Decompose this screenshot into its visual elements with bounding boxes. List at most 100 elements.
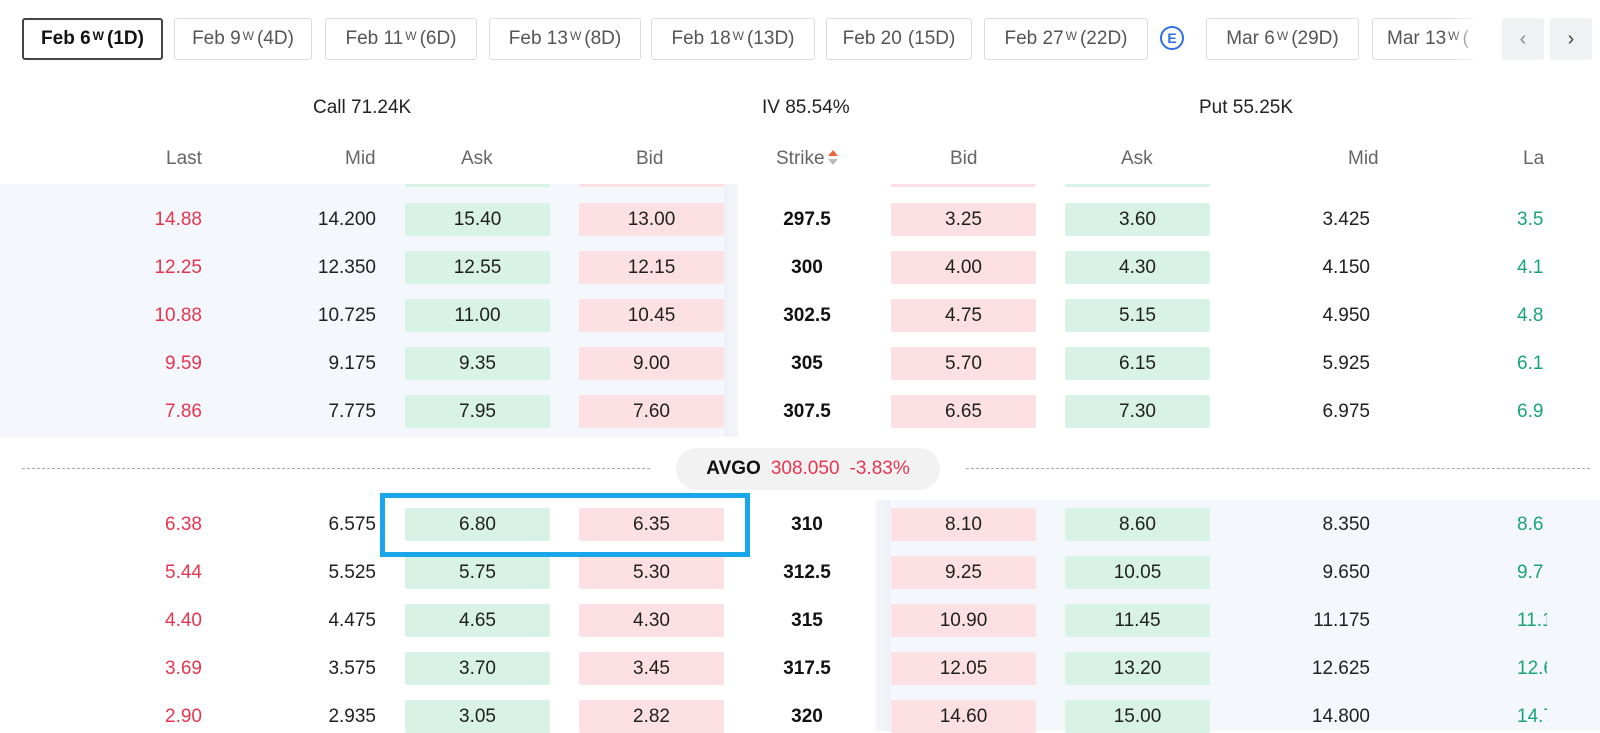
call-ask-cell[interactable]: 5.75 — [405, 556, 550, 589]
put-mid-cell[interactable]: 4.950 — [1322, 305, 1370, 326]
call-ask-cell[interactable]: 3.70 — [405, 652, 550, 685]
put-mid-cell[interactable]: 14.800 — [1311, 706, 1370, 727]
call-bid-cell[interactable]: 7.60 — [579, 395, 724, 428]
call-mid-cell[interactable]: 10.725 — [317, 305, 376, 326]
put-bid-cell[interactable]: 4.75 — [891, 299, 1036, 332]
call-bid-cell[interactable]: 13.00 — [579, 203, 724, 236]
call-mid-cell[interactable]: 14.200 — [317, 209, 376, 230]
col-call-mid[interactable]: Mid — [345, 148, 376, 169]
call-bid-cell[interactable]: 5.30 — [579, 556, 724, 589]
put-mid-cell[interactable]: 6.975 — [1322, 401, 1370, 422]
put-mid-cell[interactable]: 3.425 — [1322, 209, 1370, 230]
call-bid-cell[interactable]: 9.00 — [579, 347, 724, 380]
put-ask-cell[interactable]: 13.20 — [1065, 652, 1210, 685]
put-ask-cell[interactable]: 7.30 — [1065, 395, 1210, 428]
call-mid-cell[interactable]: 9.175 — [328, 353, 376, 374]
call-last-cell[interactable]: 3.69 — [165, 658, 202, 679]
call-last-cell[interactable]: 6.38 — [165, 514, 202, 535]
put-mid-cell[interactable]: 4.150 — [1322, 257, 1370, 278]
put-mid-cell[interactable]: 12.625 — [1311, 658, 1370, 679]
put-mid-cell[interactable]: 5.925 — [1322, 353, 1370, 374]
put-last-cell[interactable]: 11.1 — [1517, 610, 1547, 631]
expiry-tab[interactable]: Feb 18 W (13D) — [651, 18, 815, 60]
call-ask-cell[interactable]: 7.95 — [405, 395, 550, 428]
call-ask-cell[interactable]: 4.65 — [405, 604, 550, 637]
put-last-cell[interactable]: 14.7 — [1517, 706, 1547, 727]
earnings-icon[interactable]: E — [1160, 26, 1184, 50]
call-bid-cell[interactable]: 2.82 — [579, 700, 724, 733]
prev-expiry-button[interactable]: ‹ — [1502, 18, 1544, 60]
expiry-tab[interactable]: Feb 6 W (1D) — [22, 18, 163, 60]
put-last-cell[interactable]: 8.6 — [1517, 514, 1544, 535]
call-last-cell[interactable]: 2.90 — [165, 706, 202, 727]
put-bid-cell[interactable]: 6.65 — [891, 395, 1036, 428]
expiry-tab[interactable]: Feb 11 W (6D) — [325, 18, 477, 60]
call-mid-cell[interactable]: 3.575 — [328, 658, 376, 679]
put-ask-cell[interactable]: 8.60 — [1065, 508, 1210, 541]
call-bid-cell[interactable]: 12.15 — [579, 251, 724, 284]
put-bid-cell[interactable]: 3.25 — [891, 203, 1036, 236]
put-last-cell[interactable]: 12.6 — [1517, 658, 1547, 679]
col-strike[interactable]: Strike — [776, 148, 838, 170]
put-bid-cell[interactable]: 9.25 — [891, 556, 1036, 589]
put-bid-cell[interactable]: 8.10 — [891, 508, 1036, 541]
col-put-bid[interactable]: Bid — [950, 148, 978, 169]
call-bid-cell[interactable]: 6.35 — [579, 508, 724, 541]
expiry-tab[interactable]: Mar 6 W (29D) — [1206, 18, 1359, 60]
call-last-cell[interactable]: 10.88 — [154, 305, 202, 326]
put-mid-cell[interactable]: 11.175 — [1313, 610, 1370, 631]
put-mid-cell[interactable]: 9.650 — [1322, 562, 1370, 583]
call-mid-cell[interactable]: 2.935 — [328, 706, 376, 727]
call-bid-cell[interactable]: 3.45 — [579, 652, 724, 685]
expiry-tab[interactable]: Mar 13 W( — [1372, 18, 1478, 60]
expiry-tab[interactable]: Feb 9 W (4D) — [174, 18, 312, 60]
put-bid-cell[interactable]: 4.00 — [891, 251, 1036, 284]
put-last-cell[interactable]: 6.9 — [1517, 401, 1544, 422]
next-expiry-button[interactable]: › — [1550, 18, 1592, 60]
call-ask-cell[interactable]: 12.55 — [405, 251, 550, 284]
call-mid-cell[interactable]: 5.525 — [328, 562, 376, 583]
call-mid-cell[interactable]: 4.475 — [328, 610, 376, 631]
put-ask-cell[interactable]: 10.05 — [1065, 556, 1210, 589]
put-bid-cell[interactable]: 14.60 — [891, 700, 1036, 733]
call-last-cell[interactable]: 14.88 — [154, 209, 202, 230]
put-ask-cell[interactable]: 15.00 — [1065, 700, 1210, 733]
put-ask-cell[interactable]: 6.15 — [1065, 347, 1210, 380]
expiry-tab[interactable]: Feb 13 W (8D) — [489, 18, 641, 60]
call-ask-cell[interactable]: 15.40 — [405, 203, 550, 236]
call-ask-cell[interactable]: 6.80 — [405, 508, 550, 541]
put-bid-cell[interactable]: 12.05 — [891, 652, 1036, 685]
expiry-tab[interactable]: Feb 27 W (22D) — [984, 18, 1148, 60]
col-put-ask[interactable]: Ask — [1121, 148, 1153, 169]
sort-icon[interactable] — [827, 150, 838, 166]
call-ask-cell[interactable]: 11.00 — [405, 299, 550, 332]
col-call-ask[interactable]: Ask — [461, 148, 493, 169]
call-last-cell[interactable]: 9.59 — [165, 353, 202, 374]
call-bid-cell[interactable]: 10.45 — [579, 299, 724, 332]
put-ask-cell[interactable]: 4.30 — [1065, 251, 1210, 284]
call-ask-cell[interactable]: 9.35 — [405, 347, 550, 380]
put-last-cell[interactable]: 9.7 — [1517, 562, 1544, 583]
col-put-last[interactable]: La — [1523, 148, 1545, 169]
call-last-cell[interactable]: 4.40 — [165, 610, 202, 631]
put-last-cell[interactable]: 3.5 — [1517, 209, 1544, 230]
put-bid-cell[interactable]: 5.70 — [891, 347, 1036, 380]
call-mid-cell[interactable]: 6.575 — [328, 514, 376, 535]
call-mid-cell[interactable]: 7.775 — [328, 401, 376, 422]
put-last-cell[interactable]: 6.1 — [1517, 353, 1544, 374]
put-last-cell[interactable]: 4.1 — [1517, 257, 1544, 278]
call-mid-cell[interactable]: 12.350 — [317, 257, 376, 278]
put-mid-cell[interactable]: 8.350 — [1322, 514, 1370, 535]
col-put-mid[interactable]: Mid — [1348, 148, 1379, 169]
put-ask-cell[interactable]: 5.15 — [1065, 299, 1210, 332]
col-call-bid[interactable]: Bid — [636, 148, 664, 169]
put-ask-cell[interactable]: 11.45 — [1065, 604, 1210, 637]
call-bid-cell[interactable]: 4.30 — [579, 604, 724, 637]
put-ask-cell[interactable]: 3.60 — [1065, 203, 1210, 236]
expiry-tab[interactable]: Feb 20 (15D) — [826, 18, 972, 60]
put-bid-cell[interactable]: 10.90 — [891, 604, 1036, 637]
call-last-cell[interactable]: 5.44 — [165, 562, 202, 583]
call-last-cell[interactable]: 12.25 — [154, 257, 202, 278]
col-call-last[interactable]: Last — [166, 148, 202, 169]
call-ask-cell[interactable]: 3.05 — [405, 700, 550, 733]
